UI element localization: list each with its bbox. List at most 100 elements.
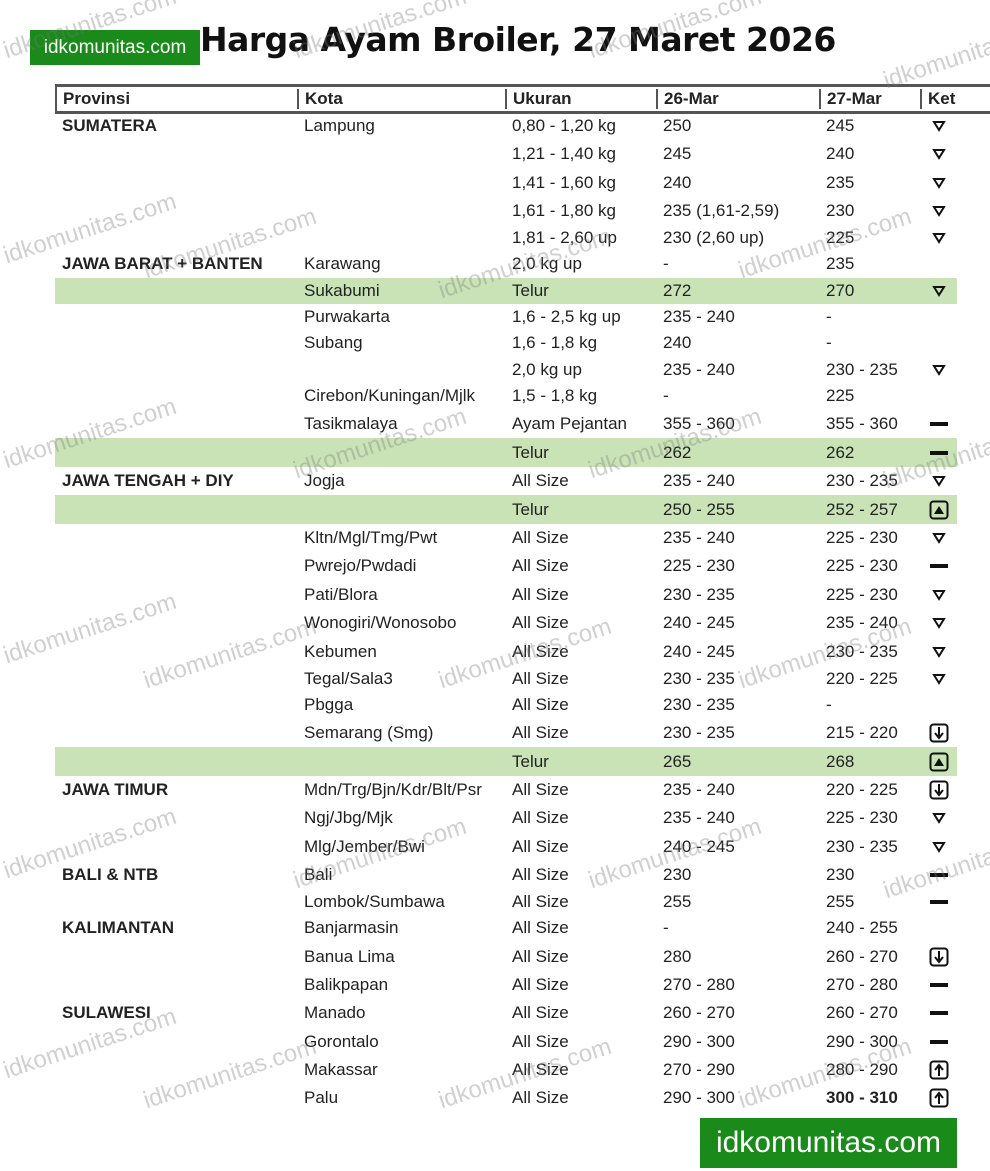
price-27-mar-cell: 300 - 310 (826, 1088, 898, 1107)
ukuran-cell: All Size (512, 780, 569, 799)
price-27-mar-cell: 240 - 255 (826, 918, 898, 937)
ukuran-cell: All Size (512, 865, 569, 884)
provinsi-cell: JAWA TIMUR (62, 780, 169, 799)
price-27-mar-cell: 255 (826, 891, 855, 911)
table-row: Sukabumi Telur 272 270 (0, 278, 990, 304)
logo-badge: idkomunitas.com (30, 30, 200, 65)
up-box-icon (929, 747, 949, 776)
down-triangle-icon (929, 197, 949, 225)
price-26-mar-cell: 245 (663, 144, 692, 163)
ukuran-cell: All Size (512, 1031, 569, 1051)
header-kota: Kota (297, 89, 343, 109)
table-row: Palu All Size 290 - 300 300 - 310 (0, 1084, 990, 1112)
kota-cell: Manado (304, 1003, 366, 1022)
down-triangle-icon (929, 524, 949, 552)
table-row: Banua Lima All Size 280 260 - 270 (0, 942, 990, 971)
price-27-mar-cell: 260 - 270 (826, 946, 898, 966)
table-row: JAWA TIMUR Mdn/Trg/Bjn/Kdr/Blt/Psr All Siz… (0, 776, 990, 804)
kota-cell: Balikpapan (304, 975, 389, 994)
table-row: Pati/Blora All Size 230 - 235 225 - 230 (0, 580, 990, 609)
ukuran-cell: 2,0 kg up (512, 254, 582, 273)
price-27-mar-cell: 225 - 230 (826, 808, 898, 827)
price-26-mar-cell: 235 (1,61-2,59) (663, 201, 780, 220)
kota-cell: Kebumen (304, 641, 377, 661)
down-triangle-icon (929, 832, 949, 861)
down-triangle-icon (929, 580, 949, 609)
price-27-mar-cell: 235 - 240 (826, 613, 898, 632)
kota-cell: Wonogiri/Wonosobo (304, 613, 457, 632)
footer-banner: idkomunitas.com (700, 1118, 957, 1168)
price-26-mar-cell: 230 - 235 (663, 695, 735, 714)
price-27-mar-cell: 262 (826, 442, 855, 462)
price-27-mar-cell: 225 - 230 (826, 584, 898, 604)
table-row: Balikpapan All Size 270 - 280 270 - 280 (0, 971, 990, 999)
price-26-mar-cell: 235 - 240 (663, 528, 735, 547)
down-triangle-icon (929, 357, 949, 382)
table-row: BALI & NTB Bali All Size 230 230 (0, 861, 990, 889)
ukuran-cell: All Size (512, 723, 569, 742)
price-27-mar-cell: 235 (826, 172, 855, 192)
ukuran-cell: 1,81 - 2,60 up (512, 227, 617, 247)
ukuran-cell: All Size (512, 695, 569, 714)
provinsi-cell: BALI & NTB (62, 865, 159, 884)
kota-cell: Makassar (304, 1060, 378, 1079)
dash-icon (929, 1027, 949, 1056)
ukuran-cell: All Size (512, 975, 569, 994)
table-row: JAWA BARAT + BANTEN Karawang 2,0 kg up - 235 (0, 250, 990, 278)
price-26-mar-cell: 280 (663, 946, 692, 966)
dash-icon (929, 438, 949, 467)
price-26-mar-cell: 270 - 280 (663, 975, 735, 994)
price-26-mar-cell: 262 (663, 442, 692, 462)
ukuran-cell: All Size (512, 556, 569, 575)
down-triangle-icon (929, 609, 949, 637)
price-27-mar-cell: 355 - 360 (826, 414, 898, 433)
down-triangle-icon (929, 467, 949, 495)
table-row: Telur 265 268 (0, 747, 990, 776)
up-box-icon (929, 495, 949, 524)
price-27-mar-cell: - (826, 333, 832, 352)
table-row: Tasikmalaya Ayam Pejantan 355 - 360 355 - 3… (0, 410, 990, 438)
ukuran-cell: 0,80 - 1,20 kg (512, 116, 616, 135)
table-row: Ngj/Jbg/Mjk All Size 235 - 240 225 - 230 (0, 804, 990, 832)
dash-icon (929, 889, 949, 914)
ukuran-cell: 1,41 - 1,60 kg (512, 172, 616, 192)
table-row: SULAWESI Manado All Size 260 - 270 260 - 270 (0, 999, 990, 1027)
table-row: Lombok/Sumbawa All Size 255 255 (0, 889, 990, 914)
kota-cell: Bali (304, 865, 333, 884)
table-row: Kltn/Mgl/Tmg/Pwt All Size 235 - 240 225 - 2… (0, 524, 990, 552)
price-27-mar-cell: 268 (826, 751, 855, 771)
price-27-mar-cell: 225 - 230 (826, 528, 898, 547)
table-row: Pwrejo/Pwdadi All Size 225 - 230 225 - 230 (0, 552, 990, 580)
ukuran-cell: All Size (512, 1060, 569, 1079)
table-row: Pbgga All Size 230 - 235 - (0, 691, 990, 719)
price-27-mar-cell: 230 - 235 (826, 641, 898, 661)
header-27-mar: 27-Mar (819, 89, 882, 109)
price-26-mar-cell: 230 - 235 (663, 723, 735, 742)
price-26-mar-cell: 240 (663, 333, 692, 352)
price-27-mar-cell: 260 - 270 (826, 1003, 898, 1022)
kota-cell: Banjarmasin (304, 918, 399, 937)
price-26-mar-cell: 240 - 245 (663, 641, 735, 661)
price-27-mar-cell: 230 - 235 (826, 836, 898, 856)
price-26-mar-cell: 235 - 240 (663, 359, 735, 379)
price-26-mar-cell: 272 (663, 281, 692, 300)
header-provinsi: Provinsi (63, 89, 131, 108)
ukuran-cell: All Size (512, 891, 569, 911)
price-27-mar-cell: 280 - 290 (826, 1060, 898, 1079)
ukuran-cell: All Size (512, 528, 569, 547)
down-arrow-box-icon (929, 719, 949, 747)
down-triangle-icon (929, 278, 949, 304)
price-27-mar-cell: 235 (826, 254, 855, 273)
table-row: JAWA TENGAH + DIY Jogja All Size 235 - 240 2… (0, 467, 990, 495)
kota-cell: Pbgga (304, 695, 354, 714)
price-27-mar-cell: 240 (826, 144, 855, 163)
ukuran-cell: 1,61 - 1,80 kg (512, 201, 616, 220)
price-26-mar-cell: 270 - 290 (663, 1060, 735, 1079)
kota-cell: Lampung (304, 116, 375, 135)
ukuran-cell: All Size (512, 946, 569, 966)
kota-cell: Sukabumi (304, 281, 380, 300)
header-ukuran: Ukuran (505, 89, 572, 109)
kota-cell: Jogja (304, 471, 345, 490)
ukuran-cell: All Size (512, 668, 569, 688)
kota-cell: Purwakarta (304, 306, 390, 326)
